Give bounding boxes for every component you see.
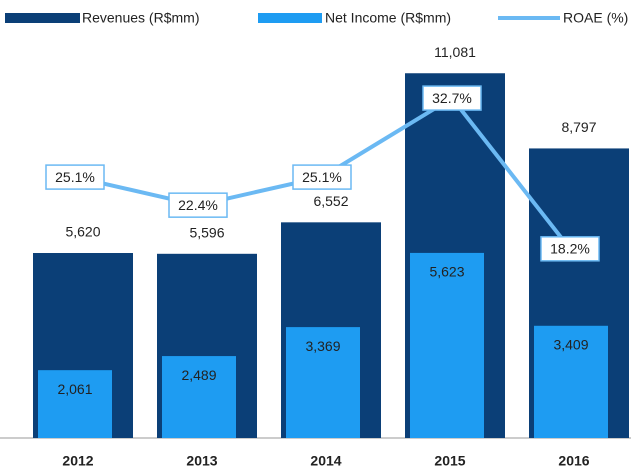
data-label: 8,797 [561,119,596,135]
data-label: 22.4% [178,197,218,213]
data-label: 3,369 [305,338,340,354]
data-label: 2,061 [57,381,92,397]
data-label: 5,620 [65,224,100,240]
data-label: 5,596 [189,225,224,241]
data-label: 2,489 [181,367,216,383]
x-tick-label: 2016 [558,453,589,469]
data-label: 3,409 [553,336,588,352]
bar [534,325,608,438]
legend-swatch [5,13,80,23]
data-label: 25.1% [55,169,95,185]
legend-label: ROAE (%) [563,10,628,26]
x-tick-label: 2013 [186,453,217,469]
bar [162,356,236,438]
data-label-box [292,164,352,190]
data-label: 25.1% [302,169,342,185]
data-label: 5,623 [429,264,464,280]
data-label-box [168,192,228,218]
bar [38,370,112,438]
data-label: 32.7% [432,90,472,106]
data-label-box [422,85,482,111]
data-label-box [540,236,600,262]
x-tick-label: 2012 [62,453,93,469]
data-label-box [45,164,105,190]
bar [410,252,484,438]
data-label: 11,081 [434,44,476,60]
x-tick-label: 2015 [434,453,465,469]
bar [286,327,360,438]
data-label: 18.2% [550,241,590,257]
data-label: 6,552 [313,193,348,209]
legend-label: Revenues (R$mm) [82,10,199,26]
legend-swatch [258,13,322,23]
x-tick-label: 2014 [310,453,341,469]
legend-label: Net Income (R$mm) [325,10,451,26]
